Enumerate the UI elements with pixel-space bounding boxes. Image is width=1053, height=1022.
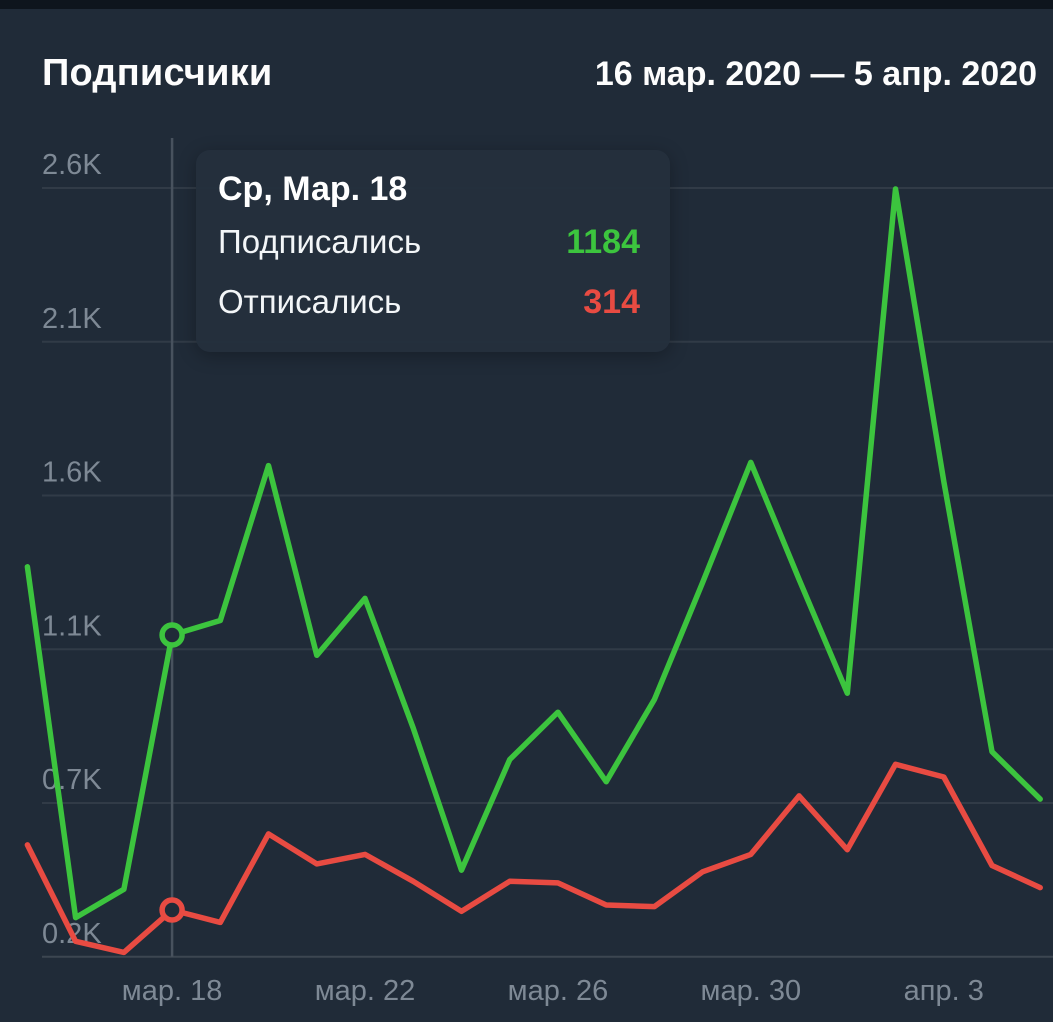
y-axis-tick-label: 1.6K: [42, 457, 102, 489]
joined-value: 1184: [566, 223, 640, 261]
date-range-label: 16 мар. 2020 — 5 апр. 2020: [594, 55, 1037, 93]
tooltip-row-joined: Подписались 1184: [218, 212, 640, 272]
joined-series-line[interactable]: [24, 186, 1043, 921]
y-axis-tick-label: 1.1K: [42, 610, 102, 642]
x-axis-tick-label: мар. 30: [701, 975, 802, 1007]
joined-point-marker[interactable]: [159, 622, 185, 648]
left-series-line[interactable]: [24, 761, 1043, 956]
left-value: 314: [583, 283, 640, 321]
x-axis-tick-label: мар. 26: [508, 975, 609, 1007]
tooltip-row-left: Отписались 314: [218, 272, 640, 332]
left-label: Отписались: [218, 283, 402, 320]
left-point-marker[interactable]: [159, 897, 185, 923]
y-axis-tick-label: 0.7K: [42, 764, 102, 796]
y-axis-tick-label: 2.1K: [42, 303, 102, 335]
x-axis-tick-label: мар. 18: [122, 975, 223, 1007]
y-axis-tick-label: 2.6K: [42, 149, 102, 181]
chart-tooltip: Ср, Мар. 18 Подписались 1184 Отписались …: [196, 150, 670, 352]
chart-header: Подписчики 16 мар. 2020 — 5 апр. 2020: [42, 52, 1037, 95]
joined-label: Подписались: [218, 223, 422, 260]
x-axis-tick-label: апр. 3: [904, 975, 984, 1007]
page-title: Подписчики: [42, 52, 273, 94]
x-axis-tick-label: мар. 22: [315, 975, 416, 1007]
top-strip: [0, 0, 1053, 9]
tooltip-date: Ср, Мар. 18: [218, 170, 408, 208]
